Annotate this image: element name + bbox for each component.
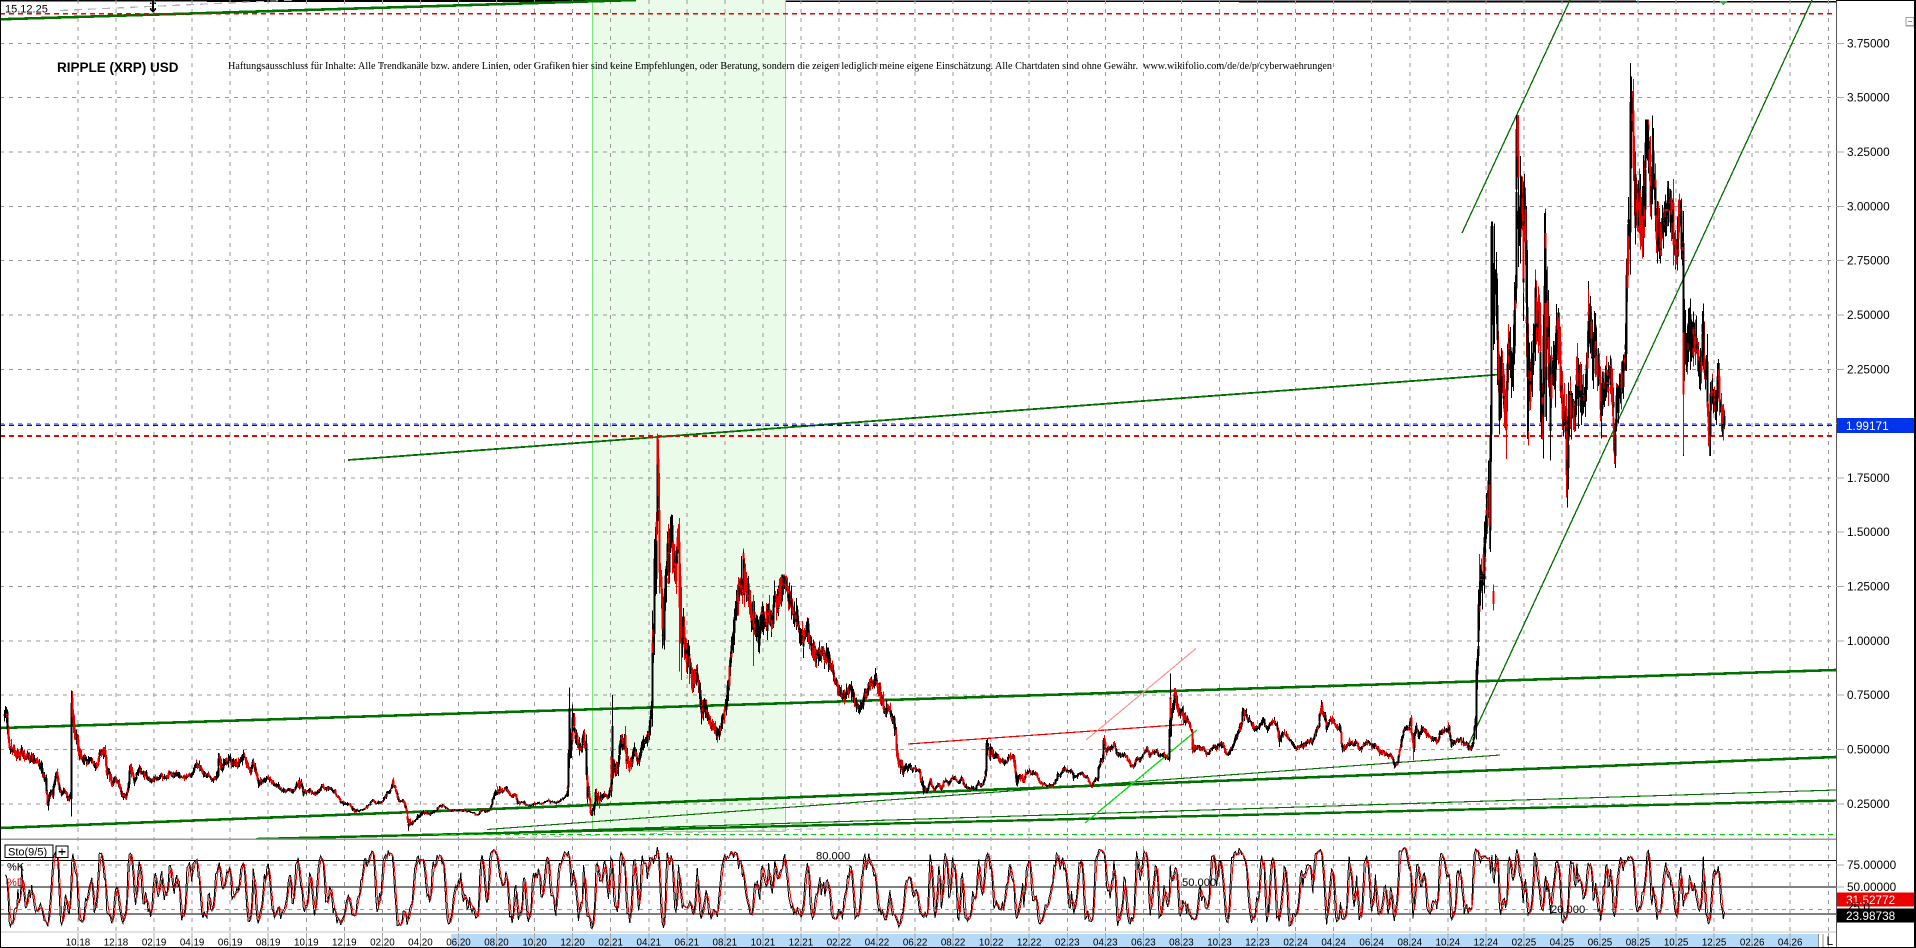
svg-text:06.21: 06.21: [675, 937, 700, 948]
svg-text:06.20: 06.20: [446, 937, 471, 948]
svg-text:12.23: 12.23: [1245, 937, 1270, 948]
svg-text:02.25: 02.25: [1512, 937, 1537, 948]
svg-text:04.21: 04.21: [637, 937, 662, 948]
svg-text:02.21: 02.21: [598, 937, 623, 948]
svg-text:Sto(9/5): Sto(9/5): [8, 847, 47, 859]
svg-text:10.20: 10.20: [522, 937, 547, 948]
svg-text:%K: %K: [7, 862, 25, 874]
svg-text:12.20: 12.20: [560, 937, 585, 948]
svg-text:06.24: 06.24: [1359, 937, 1384, 948]
svg-text:08.25: 08.25: [1626, 937, 1651, 948]
svg-text:10.21: 10.21: [751, 937, 776, 948]
svg-text:0.50000: 0.50000: [1847, 743, 1890, 757]
svg-text:02.26: 02.26: [1740, 937, 1765, 948]
svg-text:12.25: 12.25: [1702, 937, 1727, 948]
svg-text:2.25000: 2.25000: [1847, 362, 1890, 376]
svg-text:10.25: 10.25: [1664, 937, 1689, 948]
svg-text:04.19: 04.19: [180, 937, 205, 948]
svg-text:12.19: 12.19: [332, 937, 357, 948]
svg-text:L: L: [1827, 934, 1834, 948]
svg-text:20.000: 20.000: [1551, 904, 1585, 916]
svg-text:10.18: 10.18: [66, 937, 91, 948]
svg-text:15.12.25: 15.12.25: [5, 4, 48, 16]
svg-text:08.19: 08.19: [256, 937, 281, 948]
svg-text:0.75000: 0.75000: [1847, 688, 1890, 702]
svg-text:31.52772: 31.52772: [1846, 893, 1895, 907]
svg-text:1.75000: 1.75000: [1847, 471, 1890, 485]
svg-text:04.25: 04.25: [1550, 937, 1575, 948]
svg-text:0.25000: 0.25000: [1847, 797, 1890, 811]
svg-text:06.19: 06.19: [218, 937, 243, 948]
svg-text:08.23: 08.23: [1169, 937, 1194, 948]
svg-text:06.25: 06.25: [1588, 937, 1613, 948]
svg-text:2.75000: 2.75000: [1847, 254, 1890, 268]
svg-text:1.50000: 1.50000: [1847, 525, 1890, 539]
svg-text:3.75000: 3.75000: [1847, 36, 1890, 50]
svg-text:02.19: 02.19: [142, 937, 167, 948]
svg-text:10.22: 10.22: [979, 937, 1004, 948]
svg-text:08.21: 08.21: [713, 937, 738, 948]
svg-text:04.20: 04.20: [408, 937, 433, 948]
svg-text:%D: %D: [7, 877, 25, 889]
svg-text:3.50000: 3.50000: [1847, 91, 1890, 105]
svg-text:1.99171: 1.99171: [1846, 419, 1889, 433]
svg-text:80.000: 80.000: [816, 851, 850, 863]
svg-text:04.23: 04.23: [1093, 937, 1118, 948]
svg-text:06.22: 06.22: [903, 937, 928, 948]
svg-text:10.24: 10.24: [1436, 937, 1461, 948]
svg-text:10.23: 10.23: [1207, 937, 1232, 948]
svg-text:10.19: 10.19: [294, 937, 319, 948]
svg-text:04.26: 04.26: [1778, 937, 1803, 948]
svg-text:12.18: 12.18: [104, 937, 129, 948]
svg-text:02.22: 02.22: [827, 937, 852, 948]
svg-text:3.25000: 3.25000: [1847, 145, 1890, 159]
svg-text:RIPPLE (XRP) USD: RIPPLE (XRP) USD: [57, 60, 179, 75]
svg-text:02.20: 02.20: [370, 937, 395, 948]
svg-text:08.22: 08.22: [941, 937, 966, 948]
svg-text:1.00000: 1.00000: [1847, 634, 1890, 648]
svg-text:02.24: 02.24: [1283, 937, 1308, 948]
svg-text:12.22: 12.22: [1017, 937, 1042, 948]
svg-text:12.21: 12.21: [789, 937, 814, 948]
svg-text:04.22: 04.22: [865, 937, 890, 948]
svg-text:08.20: 08.20: [484, 937, 509, 948]
svg-text:02.23: 02.23: [1055, 937, 1080, 948]
svg-text:50.000: 50.000: [1182, 877, 1216, 889]
svg-text:75.00000: 75.00000: [1847, 858, 1897, 872]
svg-text:3.00000: 3.00000: [1847, 199, 1890, 213]
svg-text:12.24: 12.24: [1474, 937, 1499, 948]
svg-text:06.23: 06.23: [1131, 937, 1156, 948]
svg-text:1.25000: 1.25000: [1847, 580, 1890, 594]
svg-text:2.50000: 2.50000: [1847, 308, 1890, 322]
svg-text:04.24: 04.24: [1321, 937, 1346, 948]
svg-text:Haftungsausschluss für Inhalte: Haftungsausschluss für Inhalte: Alle Tre…: [228, 60, 1332, 72]
svg-text:23.98738: 23.98738: [1846, 909, 1896, 923]
svg-text:08.24: 08.24: [1398, 937, 1423, 948]
svg-text:50.00000: 50.00000: [1847, 880, 1897, 894]
